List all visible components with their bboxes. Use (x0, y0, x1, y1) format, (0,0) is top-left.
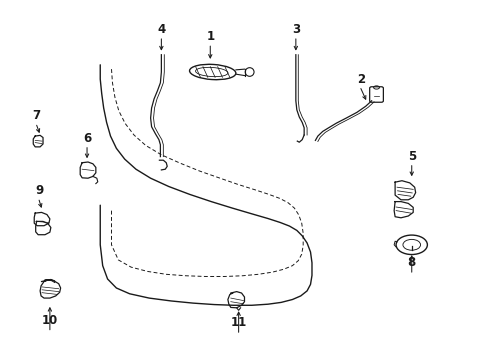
Text: 9: 9 (35, 184, 43, 197)
Text: 3: 3 (291, 23, 299, 36)
Text: 6: 6 (83, 132, 91, 145)
Text: 5: 5 (407, 150, 415, 163)
Text: 7: 7 (33, 109, 41, 122)
Text: 10: 10 (41, 314, 58, 327)
Text: 11: 11 (230, 316, 246, 329)
Text: 2: 2 (356, 73, 364, 86)
Text: 1: 1 (206, 30, 214, 43)
Text: 8: 8 (407, 256, 415, 269)
Text: 4: 4 (157, 23, 165, 36)
